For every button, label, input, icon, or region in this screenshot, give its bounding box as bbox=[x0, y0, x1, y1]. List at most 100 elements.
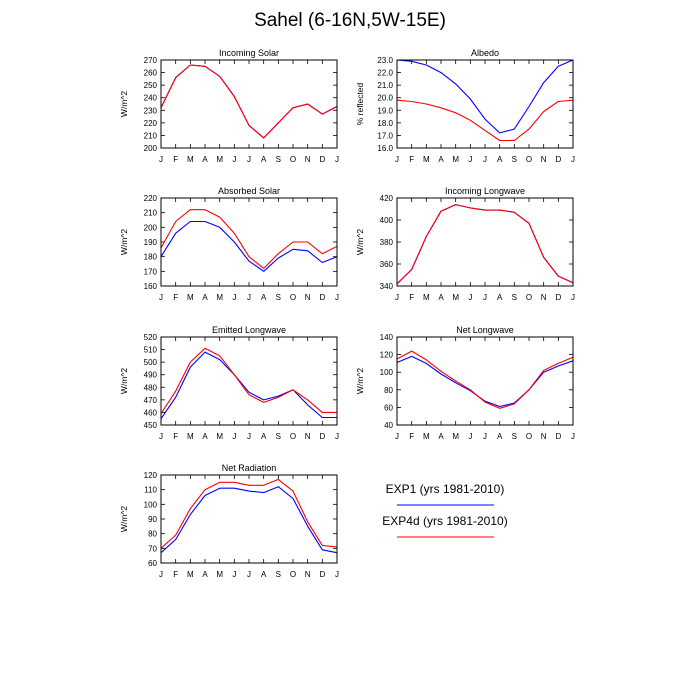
y-axis-label: W/m^2 bbox=[355, 368, 365, 394]
y-tick-label: 100 bbox=[380, 368, 394, 377]
y-tick-label: 180 bbox=[144, 253, 158, 262]
x-tick-label: S bbox=[512, 155, 517, 164]
x-tick-label: A bbox=[497, 155, 503, 164]
panel-title: Net Longwave bbox=[456, 325, 514, 335]
x-tick-label: M bbox=[216, 155, 223, 164]
x-tick-label: A bbox=[202, 155, 208, 164]
x-tick-label: O bbox=[526, 293, 532, 302]
x-tick-label: S bbox=[276, 293, 281, 302]
x-tick-label: F bbox=[173, 570, 178, 579]
x-tick-label: M bbox=[187, 432, 194, 441]
x-tick-label: J bbox=[159, 570, 163, 579]
y-tick-label: 260 bbox=[144, 69, 158, 78]
y-tick-label: 22.0 bbox=[377, 69, 393, 78]
x-tick-label: N bbox=[305, 155, 311, 164]
series-line-exp1 bbox=[396, 59, 574, 134]
y-tick-label: 80 bbox=[148, 530, 157, 539]
series-line-exp1 bbox=[160, 64, 338, 139]
x-tick-label: J bbox=[232, 155, 236, 164]
y-tick-label: 240 bbox=[144, 94, 158, 103]
y-tick-label: 80 bbox=[384, 386, 393, 395]
y-axis-label: W/m^2 bbox=[119, 91, 129, 117]
x-tick-label: J bbox=[395, 293, 399, 302]
y-tick-label: 220 bbox=[144, 119, 158, 128]
plot-frame bbox=[160, 197, 338, 287]
x-tick-label: N bbox=[305, 293, 311, 302]
plot-frame bbox=[160, 59, 338, 149]
x-tick-label: A bbox=[261, 155, 267, 164]
x-tick-label: J bbox=[571, 155, 575, 164]
x-tick-label: J bbox=[395, 155, 399, 164]
y-tick-label: 60 bbox=[384, 403, 393, 412]
series-line-exp4d bbox=[160, 209, 338, 269]
series-line-exp4d bbox=[396, 204, 574, 285]
y-tick-label: 140 bbox=[380, 333, 394, 342]
x-tick-label: J bbox=[159, 432, 163, 441]
plot-frame bbox=[160, 336, 338, 426]
x-tick-label: A bbox=[202, 293, 208, 302]
x-tick-label: J bbox=[335, 293, 339, 302]
x-tick-label: J bbox=[468, 293, 472, 302]
x-tick-label: D bbox=[555, 293, 561, 302]
x-tick-label: J bbox=[232, 432, 236, 441]
legend-label: EXP4d (yrs 1981-2010) bbox=[382, 514, 507, 528]
x-tick-label: S bbox=[512, 432, 517, 441]
series-line-exp1 bbox=[160, 220, 338, 272]
panel-title: Incoming Longwave bbox=[445, 186, 525, 196]
x-tick-label: J bbox=[232, 293, 236, 302]
x-tick-label: J bbox=[335, 570, 339, 579]
x-tick-label: J bbox=[571, 432, 575, 441]
panel-title: Incoming Solar bbox=[219, 48, 279, 58]
x-tick-label: A bbox=[202, 432, 208, 441]
x-tick-label: M bbox=[187, 155, 194, 164]
x-tick-label: O bbox=[526, 155, 532, 164]
x-tick-label: F bbox=[409, 293, 414, 302]
y-tick-label: 19.0 bbox=[377, 106, 393, 115]
y-axis-label: W/m^2 bbox=[119, 229, 129, 255]
y-tick-label: 230 bbox=[144, 106, 158, 115]
y-tick-label: 490 bbox=[144, 371, 158, 380]
series-line-exp4d bbox=[396, 99, 574, 142]
y-tick-label: 23.0 bbox=[377, 56, 393, 65]
x-tick-label: J bbox=[247, 155, 251, 164]
x-tick-label: J bbox=[483, 432, 487, 441]
legend-label: EXP1 (yrs 1981-2010) bbox=[386, 482, 505, 496]
x-tick-label: M bbox=[423, 155, 430, 164]
y-axis-label: W/m^2 bbox=[119, 506, 129, 532]
x-tick-label: F bbox=[409, 155, 414, 164]
x-tick-label: D bbox=[555, 155, 561, 164]
x-tick-label: M bbox=[216, 570, 223, 579]
x-tick-label: D bbox=[319, 155, 325, 164]
plot-frame bbox=[396, 336, 574, 426]
x-tick-label: A bbox=[261, 432, 267, 441]
x-tick-label: N bbox=[305, 570, 311, 579]
x-tick-label: A bbox=[261, 293, 267, 302]
y-axis-label: W/m^2 bbox=[119, 368, 129, 394]
series-line-exp4d bbox=[396, 350, 574, 409]
x-tick-label: J bbox=[395, 432, 399, 441]
y-tick-label: 500 bbox=[144, 358, 158, 367]
x-tick-label: J bbox=[159, 293, 163, 302]
x-tick-label: J bbox=[335, 432, 339, 441]
x-tick-label: A bbox=[497, 293, 503, 302]
x-tick-label: M bbox=[423, 293, 430, 302]
y-tick-label: 360 bbox=[380, 260, 394, 269]
x-tick-label: S bbox=[276, 432, 281, 441]
panel-title: Albedo bbox=[471, 48, 499, 58]
x-tick-label: F bbox=[173, 432, 178, 441]
y-tick-label: 20.0 bbox=[377, 94, 393, 103]
x-tick-label: M bbox=[187, 293, 194, 302]
y-tick-label: 480 bbox=[144, 383, 158, 392]
y-tick-label: 90 bbox=[148, 515, 157, 524]
y-tick-label: 270 bbox=[144, 56, 158, 65]
y-tick-label: 210 bbox=[144, 209, 158, 218]
x-tick-label: M bbox=[452, 293, 459, 302]
y-tick-label: 200 bbox=[144, 223, 158, 232]
x-tick-label: A bbox=[438, 155, 444, 164]
series-line-exp1 bbox=[160, 351, 337, 420]
panel-title: Emitted Longwave bbox=[212, 325, 286, 335]
y-axis-label: W/m^2 bbox=[355, 229, 365, 255]
panel-title: Absorbed Solar bbox=[218, 186, 280, 196]
x-tick-label: J bbox=[483, 293, 487, 302]
y-tick-label: 170 bbox=[144, 267, 158, 276]
